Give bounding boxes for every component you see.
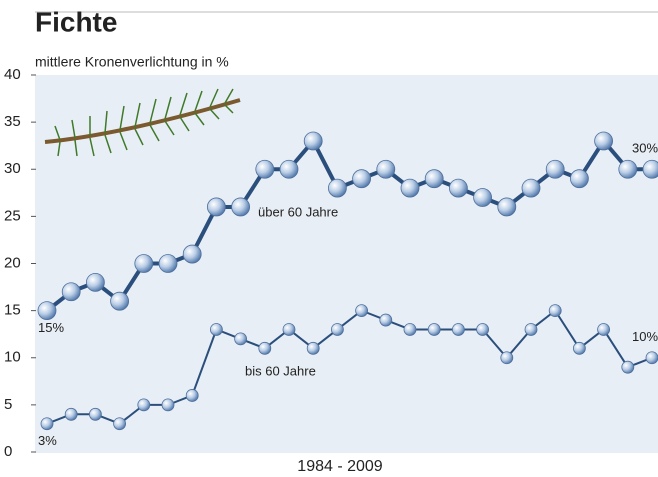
y-tick-label: 25 [4, 207, 21, 224]
point [206, 197, 226, 217]
point [400, 178, 420, 198]
point [548, 304, 562, 318]
point [306, 341, 320, 355]
point [327, 178, 347, 198]
point [209, 323, 223, 336]
series-name: über 60 Jahre [258, 204, 338, 219]
point [137, 398, 151, 412]
x-axis-label: 1984 - 2009 [297, 458, 383, 475]
point [594, 131, 613, 151]
point [258, 341, 272, 355]
point [279, 159, 299, 179]
point [403, 323, 417, 336]
point [597, 323, 610, 336]
plot-background [35, 75, 658, 453]
point [645, 351, 658, 365]
y-tick-label: 10 [4, 349, 21, 366]
point [497, 197, 517, 217]
y-tick-label: 0 [4, 443, 12, 460]
point [40, 417, 54, 431]
point [524, 323, 538, 336]
spruce-branch [44, 88, 241, 157]
point [89, 407, 102, 421]
point [521, 178, 541, 198]
point [161, 398, 175, 412]
point [185, 389, 199, 402]
point [379, 313, 393, 327]
value-label: 3% [38, 433, 57, 448]
point [473, 188, 493, 207]
point [282, 323, 296, 336]
y-tick-label: 5 [4, 396, 12, 413]
point [427, 323, 441, 336]
point [355, 304, 369, 318]
point [618, 159, 638, 179]
y-tick-label: 30 [4, 160, 21, 177]
series-name: bis 60 Jahre [245, 363, 316, 378]
point [231, 197, 251, 217]
y-tick-label: 35 [4, 113, 21, 130]
point [545, 159, 565, 179]
y-tick-label: 40 [4, 66, 21, 83]
point [476, 323, 490, 336]
y-tick-label: 20 [4, 254, 21, 271]
point [255, 159, 275, 179]
point [448, 178, 468, 198]
point [570, 169, 589, 189]
point [37, 301, 57, 321]
value-label: 10% [632, 329, 658, 344]
point [158, 254, 178, 273]
point [86, 272, 105, 292]
point [642, 159, 658, 179]
point [113, 417, 126, 431]
point [376, 159, 396, 179]
point [424, 169, 444, 189]
chart-title: Fichte [35, 6, 117, 37]
point [500, 351, 514, 365]
point [330, 323, 344, 336]
point [61, 282, 81, 302]
point [573, 341, 586, 355]
point [303, 131, 323, 151]
value-label: 30% [632, 141, 658, 156]
point [134, 254, 154, 273]
point [234, 332, 248, 346]
value-label: 15% [38, 320, 64, 335]
point [621, 360, 635, 374]
point [182, 244, 202, 264]
point [352, 169, 372, 189]
point [451, 323, 465, 336]
point [110, 291, 129, 311]
point [64, 407, 78, 421]
chart-subtitle: mittlere Kronenverlichtung in % [35, 54, 229, 70]
y-tick-label: 15 [4, 302, 21, 319]
